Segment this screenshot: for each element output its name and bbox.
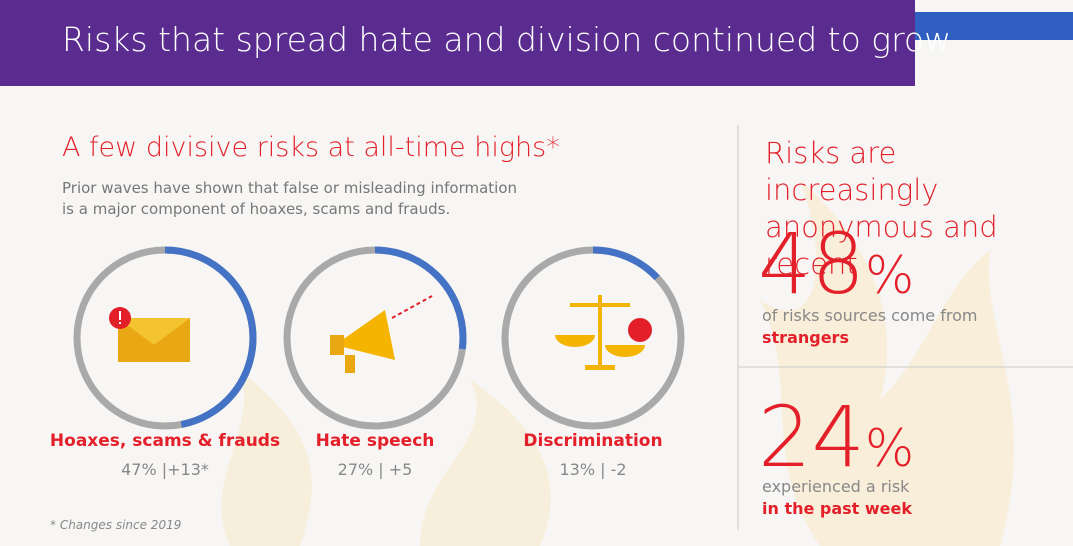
number: 48 [758,215,865,313]
description: Prior waves have shown that false or mis… [62,178,532,220]
unit: % [865,419,914,479]
item-name: Hate speech [255,431,495,451]
unit: % [865,246,914,306]
stat-number: 48% [758,222,914,318]
item-stat: 13% | -2 [473,460,713,479]
stat-text: experienced a risk in the past week [762,476,1022,520]
item-stat: 27% | +5 [255,460,495,479]
item-stat: 47% |+13* [45,460,285,479]
emphasis: strangers [762,327,1022,349]
title: Risks that spread hate and division cont… [62,20,951,59]
page: Risks that spread hate and division cont… [0,0,1073,546]
item-name: Discrimination [473,431,713,451]
footnote: * Changes since 2019 [50,518,181,532]
item-name: Hoaxes, scams & frauds [45,431,285,451]
emphasis: in the past week [762,498,1022,520]
stat-text: of risks sources come from strangers [762,305,1022,349]
section-heading: A few divisive risks at all-time highs* [62,132,560,163]
number: 24 [758,388,865,486]
text: experienced a risk [762,477,909,496]
text: of risks sources come from [762,306,977,325]
